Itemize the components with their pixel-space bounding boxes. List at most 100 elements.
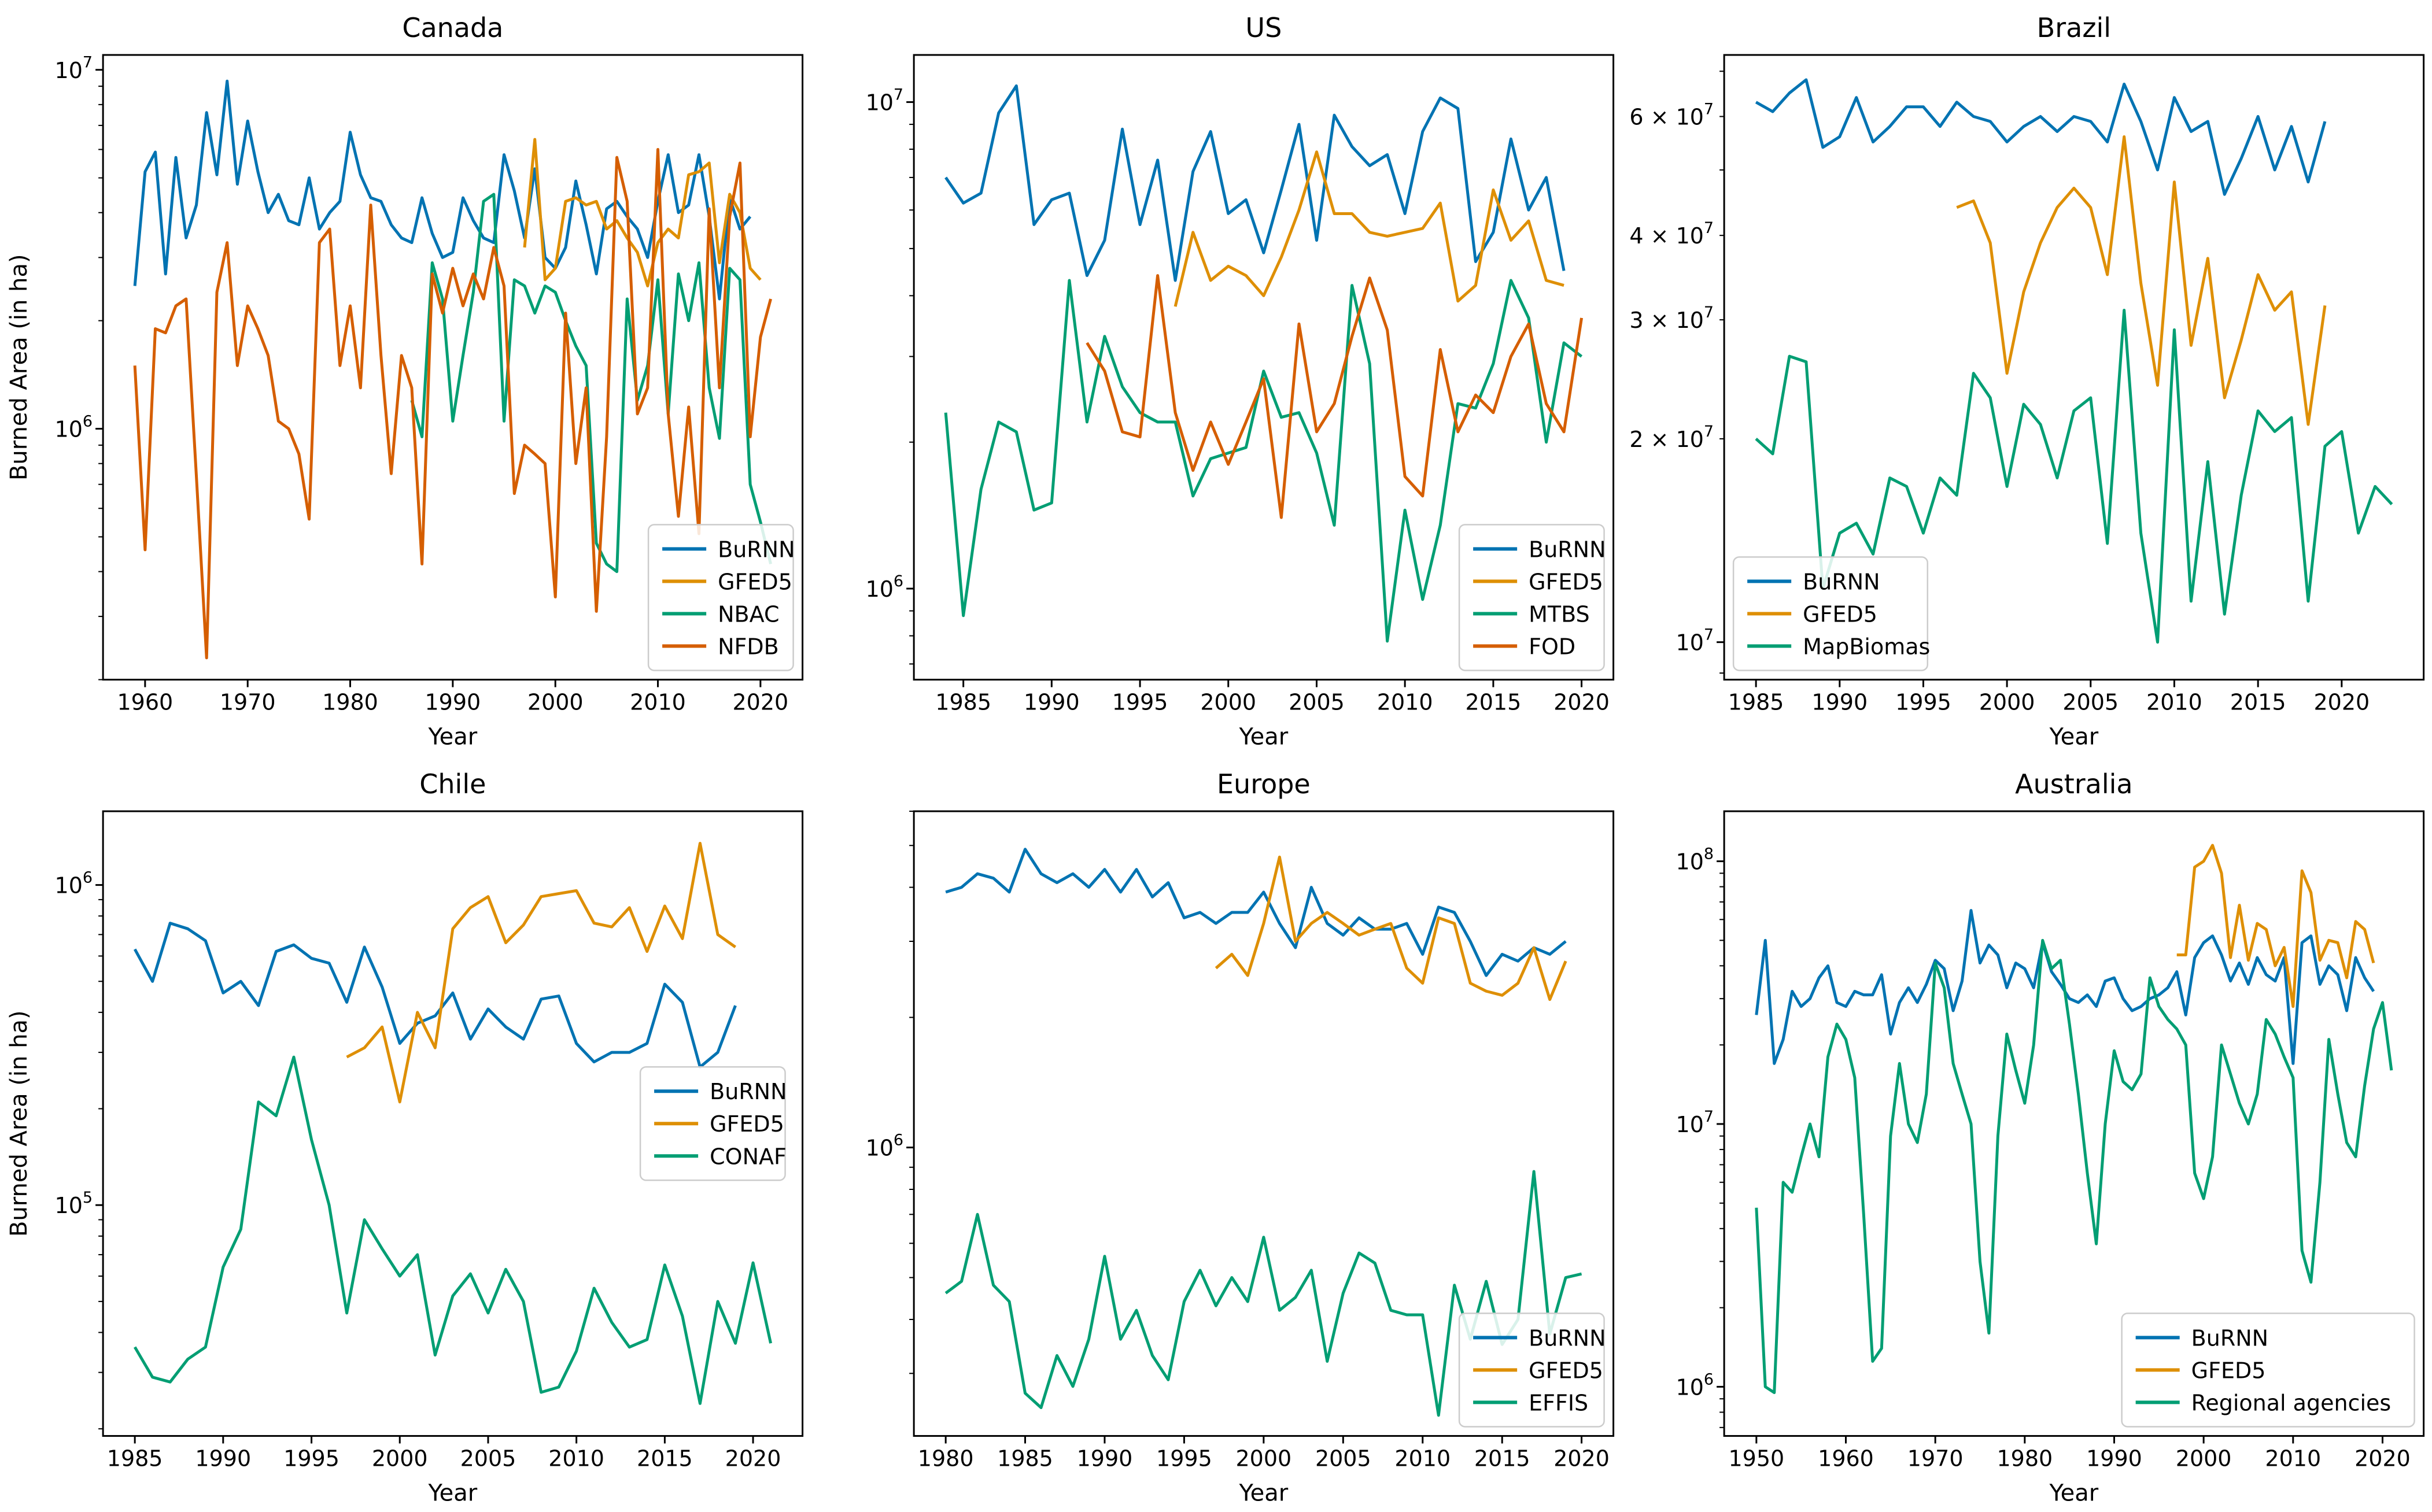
x-tick-label: 2020 <box>733 689 789 715</box>
x-tick-label: 1990 <box>195 1446 251 1471</box>
x-tick-label: 2000 <box>527 689 584 715</box>
x-axis-label: Year <box>428 1480 478 1506</box>
legend-label-burnn: BuRNN <box>718 537 795 562</box>
y-tick-label: 3 × 107 <box>1630 304 1714 333</box>
legend-label-burnn: BuRNN <box>1529 537 1606 562</box>
legend-label-burnn: BuRNN <box>1803 569 1880 594</box>
x-tick-label: 2000 <box>1979 689 2035 715</box>
series-line-mtbs <box>944 279 1582 643</box>
x-tick-label: 1970 <box>1907 1446 1964 1471</box>
x-tick-label: 2020 <box>725 1446 781 1471</box>
x-tick-label: 2010 <box>2265 1446 2322 1471</box>
y-tick-label: 2 × 107 <box>1630 423 1714 452</box>
x-axis-label: Year <box>428 723 478 750</box>
x-tick-label: 2015 <box>637 1446 693 1471</box>
series-line-nfdb <box>133 147 772 660</box>
legend-box <box>2121 1312 2416 1428</box>
x-tick-label: 1990 <box>1812 689 1868 715</box>
x-tick-label: 1985 <box>997 1446 1053 1471</box>
panel-canada: Canada Year Burned Area (in ha) 1960 1970… <box>6 12 804 750</box>
legend-label-gfed5: GFED5 <box>1803 601 1878 627</box>
y-axis-label: Burned Area (in ha) <box>6 254 32 480</box>
x-axis-label: Year <box>2049 1480 2099 1506</box>
legend-label-gfed5: GFED5 <box>710 1111 784 1137</box>
panel-australia: Australia Year 1950 1960 1970 1980 1990 2000 2… <box>1676 768 2425 1506</box>
legend-label-mtbs: MTBS <box>1529 601 1590 627</box>
legend-label-effis: EFFIS <box>1529 1390 1588 1415</box>
legend: BuRNN GFED5 MTBS FOD <box>1458 524 1606 671</box>
x-tick-label: 1960 <box>117 689 173 715</box>
legend-box <box>1458 524 1605 671</box>
x-tick-label: 1985 <box>107 1446 163 1471</box>
x-tick-label: 2010 <box>2146 689 2202 715</box>
x-tick-label: 1995 <box>1156 1446 1212 1471</box>
x-tick-label: 2020 <box>2314 689 2370 715</box>
x-tick-label: 2010 <box>1394 1446 1451 1471</box>
panel-title: Brazil <box>2037 12 2111 43</box>
legend: BuRNN GFED5 Regional agencies <box>2121 1312 2416 1428</box>
x-tick-label: 1990 <box>1024 689 1080 715</box>
y-tick-label: 6 × 107 <box>1630 100 1714 130</box>
y-tick-label: 106 <box>1676 1370 1714 1400</box>
x-tick-label: 2010 <box>1376 689 1433 715</box>
y-tick-label: 106 <box>865 1131 903 1160</box>
legend-box <box>1458 1312 1605 1428</box>
legend-label-regional-agencies: Regional agencies <box>2191 1390 2392 1415</box>
x-tick-label: 2000 <box>1200 689 1256 715</box>
x-tick-label: 2000 <box>372 1446 428 1471</box>
x-tick-label: 2005 <box>460 1446 516 1471</box>
x-tick-label: 2020 <box>1553 1446 1610 1471</box>
y-tick-label: 107 <box>1676 626 1714 656</box>
plot-frame <box>1723 54 2425 681</box>
panel-title: Canada <box>402 12 503 43</box>
x-tick-label: 2010 <box>548 1446 604 1471</box>
legend: BuRNN GFED5 EFFIS <box>1458 1312 1606 1428</box>
x-tick-label: 1980 <box>917 1446 973 1471</box>
series-line-burnn <box>945 847 1567 977</box>
panel-title: US <box>1245 12 1282 43</box>
legend-box <box>647 524 794 671</box>
legend-label-burnn: BuRNN <box>1529 1325 1606 1351</box>
series-line-gfed5 <box>523 138 762 287</box>
legend-label-burnn: BuRNN <box>2191 1325 2268 1351</box>
y-tick-label: 105 <box>55 1189 93 1218</box>
x-tick-label: 1985 <box>935 689 991 715</box>
plot-frame <box>913 54 1614 681</box>
x-tick-label: 1995 <box>283 1446 339 1471</box>
panel-title: Europe <box>1217 768 1311 800</box>
legend: BuRNN GFED5 CONAF <box>639 1066 787 1181</box>
plot-frame <box>102 810 804 1437</box>
x-tick-label: 2015 <box>1465 689 1521 715</box>
x-tick-label: 1995 <box>1112 689 1168 715</box>
panel-us: US Year 1985 1990 1995 2000 2005 2010 2015 2020… <box>865 12 1614 750</box>
x-tick-label: 1990 <box>425 689 481 715</box>
legend-label-gfed5: GFED5 <box>718 569 792 594</box>
x-tick-label: 2020 <box>1553 689 1610 715</box>
y-tick-label: 107 <box>55 54 93 83</box>
series-line-gfed5 <box>2177 843 2375 1008</box>
x-tick-label: 2015 <box>2230 689 2286 715</box>
series-line-fod <box>1085 274 1583 519</box>
y-tick-label: 107 <box>1676 1107 1714 1137</box>
series-line-burnn <box>133 921 737 1069</box>
x-tick-label: 1980 <box>1997 1446 2053 1471</box>
x-tick-label: 1995 <box>1895 689 1951 715</box>
series-line-gfed5 <box>1173 150 1564 307</box>
series-line-gfed5 <box>1215 855 1567 1001</box>
legend-label-nfdb: NFDB <box>718 634 779 659</box>
x-tick-label: 2015 <box>1474 1446 1530 1471</box>
legend-label-burnn: BuRNN <box>710 1079 787 1104</box>
x-tick-label: 1960 <box>1818 1446 1874 1471</box>
x-tick-label: 2000 <box>1235 1446 1291 1471</box>
x-tick-label: 1980 <box>322 689 378 715</box>
series-line-mapbiomas <box>1755 309 2393 644</box>
y-tick-label: 106 <box>55 412 93 442</box>
panel-title: Chile <box>419 768 486 800</box>
legend-label-conaf: CONAF <box>710 1144 787 1169</box>
series-line-burnn <box>1755 78 2327 196</box>
legend-label-mapbiomas: MapBiomas <box>1803 634 1931 659</box>
x-tick-label: 1950 <box>1729 1446 1785 1471</box>
panel-chile: Chile Year Burned Area (in ha) 1985 1990 1… <box>6 768 804 1506</box>
y-tick-label: 106 <box>865 572 903 602</box>
legend-label-fod: FOD <box>1529 634 1575 659</box>
